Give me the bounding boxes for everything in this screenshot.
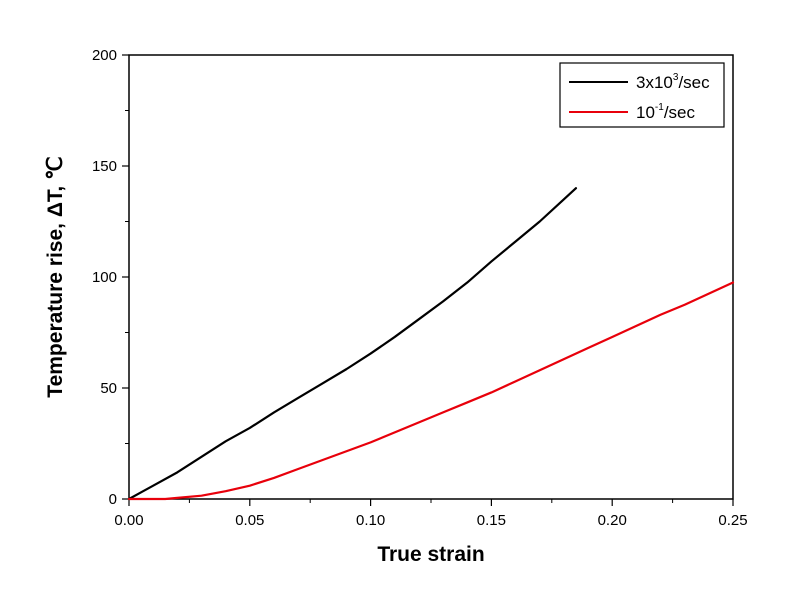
x-tick-label: 0.25: [718, 512, 747, 529]
y-tick-label: 150: [92, 158, 117, 175]
legend-label-series-1: 3x103/sec: [636, 72, 710, 92]
x-tick-label: 0.05: [235, 512, 264, 529]
y-tick-label: 0: [109, 491, 117, 508]
x-tick-label: 0.20: [598, 512, 627, 529]
x-tick-label: 0.00: [114, 512, 143, 529]
x-tick-label: 0.15: [477, 512, 506, 529]
legend-label-series-2: 10-1/sec: [636, 102, 696, 122]
axis-ticks: 0.00 0.05 0.10 0.15 0.20 0.25 0 50 100 150 200: [92, 47, 748, 529]
series-line-1: [127, 187, 578, 501]
y-tick-label: 50: [100, 380, 117, 397]
y-tick-label: 200: [92, 47, 117, 64]
y-axis-title: Temperature rise, ΔT, ℃: [44, 156, 67, 397]
legend-box: [559, 62, 725, 128]
series-lines: [127, 187, 735, 501]
legend: 3x103/sec 10-1/sec: [559, 62, 725, 128]
x-tick-label: 0.10: [356, 512, 385, 529]
x-axis-title: True strain: [377, 543, 484, 566]
y-tick-label: 100: [92, 269, 117, 286]
series-line-2: [127, 281, 735, 501]
